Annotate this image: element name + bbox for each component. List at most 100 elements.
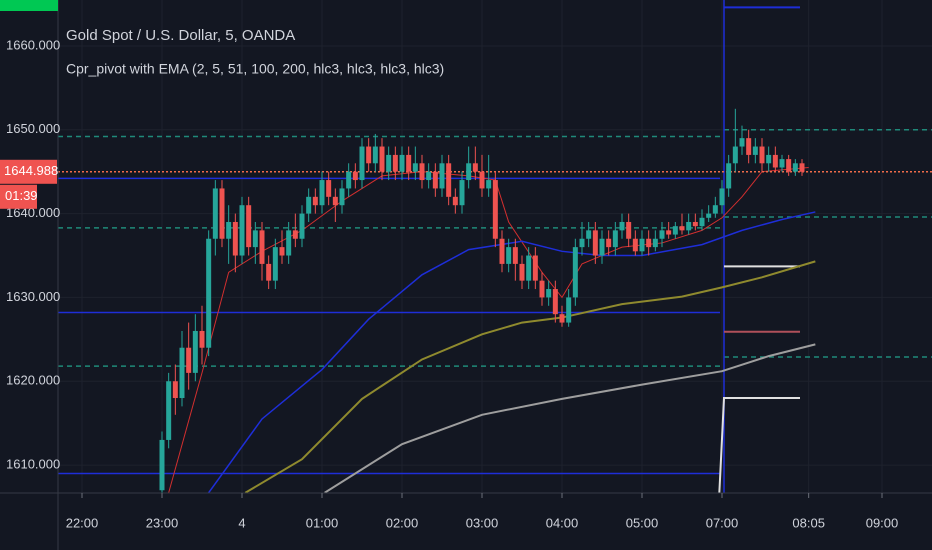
candle-body — [786, 159, 792, 172]
candle-body — [532, 255, 538, 281]
candle-body — [572, 247, 578, 298]
candle-body — [552, 289, 558, 315]
candle-body — [792, 163, 798, 172]
candle-body — [386, 154, 392, 172]
x-tick-label: 09:00 — [866, 515, 899, 530]
candle-body — [359, 146, 365, 181]
candle-body — [666, 230, 672, 235]
chart-title: Gold Spot / U.S. Dollar, 5, OANDA — [66, 27, 295, 44]
candle-body — [739, 138, 745, 147]
candle-body — [772, 154, 778, 168]
candle-body — [799, 163, 805, 172]
candle-body — [579, 238, 585, 248]
last-price-tag — [0, 159, 57, 184]
x-tick-label: 07:00 — [706, 515, 739, 530]
candle-body — [352, 171, 358, 181]
candle-body — [446, 163, 452, 197]
x-tick-label: 4 — [238, 515, 245, 530]
last-price-label: 1644.988 — [4, 163, 58, 178]
x-tick-label: 08:05 — [792, 515, 825, 530]
candle-body — [259, 230, 265, 264]
candle-body — [539, 280, 545, 298]
candle-body — [406, 154, 412, 172]
countdown-label: 01:39 — [5, 188, 38, 203]
candle-body — [159, 439, 165, 491]
x-tick-label: 23:00 — [146, 515, 179, 530]
countdown-tag — [0, 184, 37, 209]
candle-body — [559, 314, 565, 323]
candle-body — [566, 297, 572, 323]
candle-body — [432, 171, 438, 189]
candle-body — [199, 330, 205, 348]
candle-body — [626, 221, 632, 239]
candle-body — [319, 180, 325, 206]
candle-body — [646, 238, 652, 248]
indicator-line — [208, 211, 816, 493]
candle-body — [439, 163, 445, 189]
x-tick-label: 22:00 — [66, 515, 99, 530]
candle-body — [706, 213, 712, 218]
candle-body — [599, 238, 605, 256]
x-tick-label: 05:00 — [626, 515, 659, 530]
candle-body — [366, 146, 372, 164]
candle-body — [526, 255, 532, 281]
candle-body — [672, 226, 678, 235]
candle-body — [779, 159, 785, 168]
candle-body — [399, 154, 405, 172]
candle-body — [212, 188, 218, 239]
candle-body — [306, 196, 312, 214]
candle-body — [632, 238, 638, 252]
candle-body — [426, 171, 432, 181]
candle-body — [179, 347, 185, 399]
y-tick-label: 1620.000 — [6, 373, 60, 388]
candle-body — [292, 230, 298, 239]
candle-body — [166, 381, 172, 440]
candle-body — [172, 381, 178, 399]
candle-body — [612, 230, 618, 248]
candle-body — [746, 138, 752, 155]
candle-body — [686, 221, 692, 231]
x-tick-label: 01:00 — [306, 515, 339, 530]
candle-body — [752, 146, 758, 155]
candle-body — [606, 238, 612, 248]
candle-body — [252, 230, 258, 248]
candle-body — [719, 188, 725, 206]
y-tick-label: 1660.000 — [6, 37, 60, 52]
indicator-line — [718, 397, 800, 493]
candle-body — [472, 163, 478, 172]
candle-body — [586, 230, 592, 239]
candle-body — [286, 230, 292, 256]
y-tick-label: 1640.000 — [6, 205, 60, 220]
candle-body — [412, 163, 418, 172]
candle-body — [312, 196, 318, 206]
candle-body — [232, 221, 238, 256]
candle-body — [192, 330, 198, 373]
candle-body — [506, 247, 512, 264]
candle-body — [392, 154, 398, 172]
candle-body — [466, 163, 472, 181]
candle-body — [379, 146, 385, 172]
candle-body — [546, 289, 552, 298]
candle-body — [732, 146, 738, 164]
y-tick-label: 1630.000 — [6, 289, 60, 304]
plot-area — [58, 0, 932, 493]
candle-body — [246, 205, 252, 248]
candle-body — [272, 247, 278, 281]
indicator-line — [244, 260, 816, 493]
candle-body — [592, 230, 598, 256]
candle-body — [279, 247, 285, 256]
candle-body — [326, 180, 332, 197]
indicator-line — [324, 343, 816, 493]
candle-body — [459, 180, 465, 206]
candle-body — [266, 263, 272, 281]
candle-body — [512, 247, 518, 264]
candle-body — [492, 180, 498, 239]
candle-body — [332, 196, 338, 206]
candle-body — [692, 221, 698, 227]
top-price-tag — [0, 0, 58, 11]
candle-body — [186, 347, 192, 373]
candle-body — [652, 238, 658, 248]
indicator-title: Cpr_pivot with EMA (2, 5, 51, 100, 200, … — [66, 61, 444, 77]
